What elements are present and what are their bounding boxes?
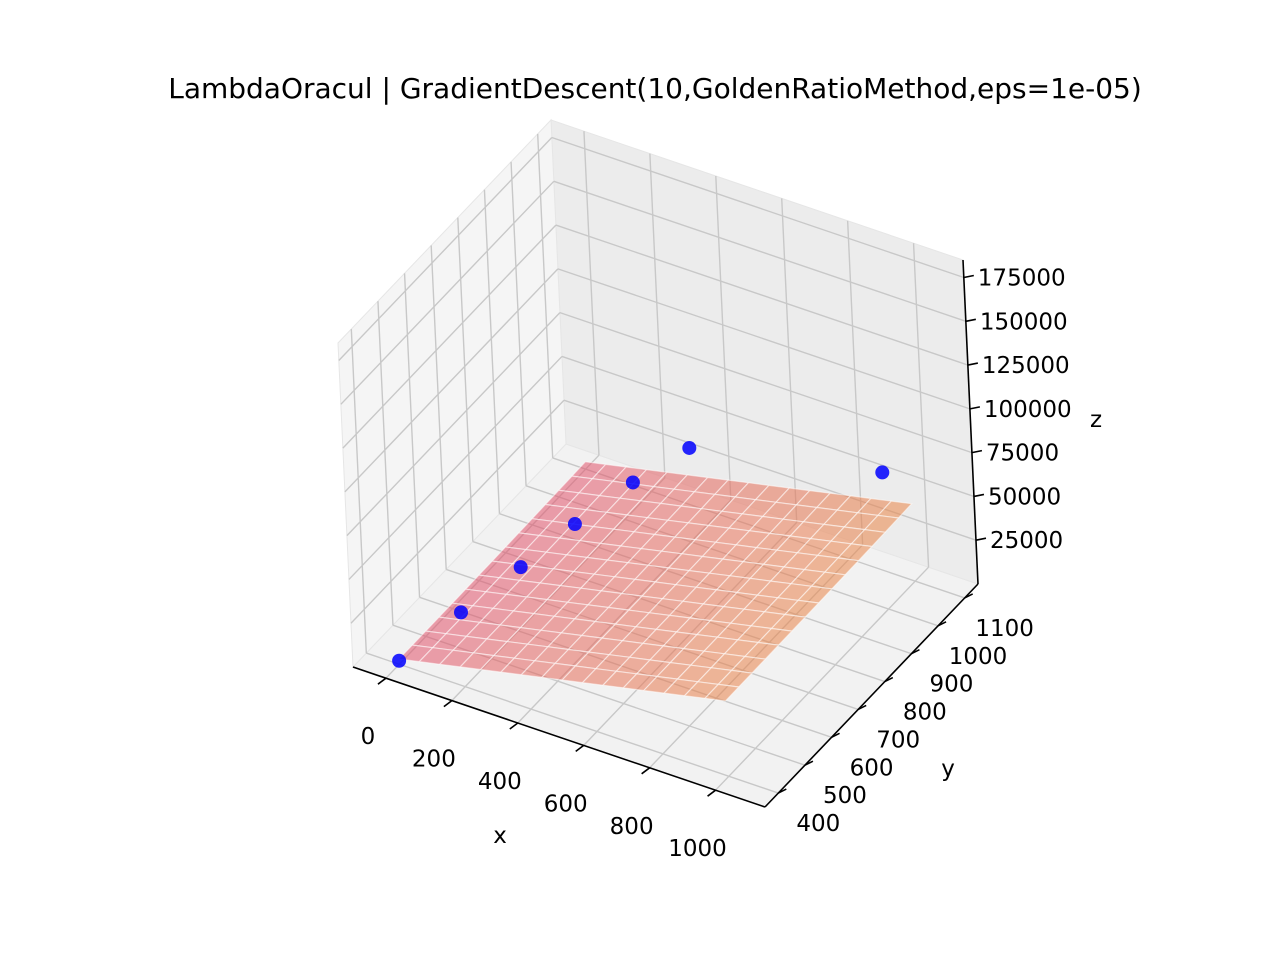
tick-labels: 0200400600800100040050060070080090010001… xyxy=(361,266,1072,863)
x-tick-mark xyxy=(377,677,387,685)
gridline xyxy=(483,189,501,514)
y-tick-mark xyxy=(777,788,787,794)
z-tick-mark xyxy=(973,493,985,498)
path-point xyxy=(513,560,528,575)
gridline xyxy=(912,243,930,568)
gridline xyxy=(344,268,559,493)
z-tick-label: 150000 xyxy=(980,309,1068,335)
z-axis-line xyxy=(962,259,979,585)
z-tick-label: 75000 xyxy=(986,441,1059,467)
surface-facet xyxy=(703,683,740,702)
z-tick-label: 50000 xyxy=(988,484,1061,510)
gridline xyxy=(346,312,561,537)
x-tick-label: 200 xyxy=(412,747,456,773)
gridline xyxy=(557,268,971,410)
path-point xyxy=(682,440,697,455)
z-tick-label: 25000 xyxy=(990,528,1063,554)
gridline xyxy=(510,161,527,486)
x-tick-mark xyxy=(443,699,453,708)
z-axis-label: z xyxy=(1090,407,1102,433)
y-tick-label: 900 xyxy=(929,672,973,698)
surface xyxy=(397,461,913,702)
gridline xyxy=(377,301,394,626)
gridline xyxy=(846,220,864,545)
axes-panes xyxy=(337,118,979,808)
y-tick-label: 1100 xyxy=(975,616,1034,642)
y-tick-label: 800 xyxy=(903,700,947,726)
axis-lines xyxy=(352,259,987,808)
path-point xyxy=(875,465,890,480)
gridline xyxy=(553,180,967,322)
y-tick-mark xyxy=(804,760,814,766)
z-tick-mark xyxy=(963,274,974,279)
gridline xyxy=(563,399,977,541)
descent-path xyxy=(392,440,890,668)
x-tick-mark xyxy=(707,789,717,797)
z-tick-mark xyxy=(965,318,976,323)
x-axis-label: x xyxy=(493,823,507,849)
x-tick-label: 0 xyxy=(361,724,376,750)
gridline xyxy=(350,399,565,624)
y-tick-label: 500 xyxy=(823,783,867,809)
path-point xyxy=(453,605,468,620)
y-tick-mark xyxy=(831,732,840,739)
z-tick-mark xyxy=(967,362,979,366)
y-tick-label: 700 xyxy=(876,727,920,753)
x-tick-mark xyxy=(641,767,651,775)
gridline xyxy=(348,355,563,580)
x-tick-label: 600 xyxy=(544,791,588,817)
path-point xyxy=(625,475,640,490)
gridline xyxy=(649,153,666,478)
y-tick-mark xyxy=(937,621,947,627)
x-tick-mark xyxy=(509,722,519,730)
gridline xyxy=(338,137,553,361)
y-axis-line xyxy=(764,583,979,808)
gridline xyxy=(430,245,447,570)
gridline xyxy=(781,198,798,523)
y-tick-label: 600 xyxy=(850,755,894,781)
z-tick-label: 175000 xyxy=(978,266,1066,292)
z-tick-mark xyxy=(971,449,983,454)
gridline xyxy=(403,273,421,598)
gridline xyxy=(366,652,779,794)
gridline xyxy=(561,355,975,498)
gridline xyxy=(583,131,600,456)
gridline xyxy=(555,224,969,366)
z-tick-label: 125000 xyxy=(982,353,1070,379)
path-point xyxy=(392,653,407,668)
gridline xyxy=(350,329,368,654)
x-axis-line xyxy=(352,666,766,808)
y-tick-label: 400 xyxy=(796,811,840,837)
path-point xyxy=(567,517,582,532)
gridline xyxy=(457,217,474,542)
z-tick-mark xyxy=(975,537,987,542)
gridline xyxy=(342,224,557,449)
chart-title: LambdaOracul | GradientDescent(10,Golden… xyxy=(168,72,1142,105)
y-axis-label: y xyxy=(941,756,955,782)
gridline xyxy=(551,136,965,279)
y-tick-label: 1000 xyxy=(949,644,1008,670)
x-tick-mark xyxy=(575,744,585,753)
gridline xyxy=(559,311,973,454)
y-tick-mark xyxy=(857,704,867,711)
gridline xyxy=(715,566,930,791)
x-tick-label: 800 xyxy=(610,814,654,840)
y-tick-mark xyxy=(964,593,974,599)
y-tick-mark xyxy=(911,648,920,655)
z-tick-label: 100000 xyxy=(984,397,1072,423)
gridline xyxy=(715,175,732,501)
gridline xyxy=(340,180,555,405)
gridline xyxy=(536,133,554,458)
x-tick-label: 400 xyxy=(478,769,522,795)
y-tick-mark xyxy=(884,676,894,683)
x-tick-label: 1000 xyxy=(668,836,727,862)
z-tick-mark xyxy=(969,406,981,410)
